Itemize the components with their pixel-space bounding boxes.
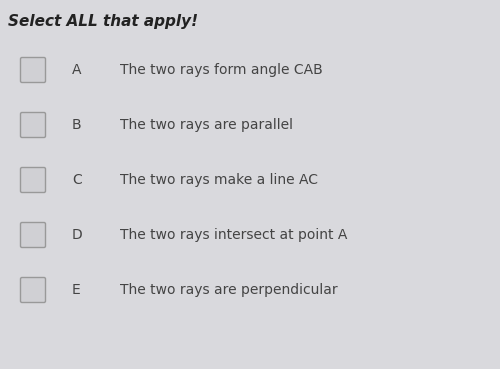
FancyBboxPatch shape (20, 113, 46, 138)
Text: The two rays make a line AC: The two rays make a line AC (120, 173, 318, 187)
Text: E: E (72, 283, 81, 297)
Text: The two rays are parallel: The two rays are parallel (120, 118, 293, 132)
FancyBboxPatch shape (20, 223, 46, 248)
Text: B: B (72, 118, 82, 132)
Text: D: D (72, 228, 83, 242)
Text: The two rays are perpendicular: The two rays are perpendicular (120, 283, 338, 297)
Text: C: C (72, 173, 82, 187)
Text: The two rays form angle CAB: The two rays form angle CAB (120, 63, 323, 77)
Text: The two rays intersect at point A: The two rays intersect at point A (120, 228, 348, 242)
Text: Select ALL that apply!: Select ALL that apply! (8, 14, 198, 29)
Text: A: A (72, 63, 82, 77)
FancyBboxPatch shape (20, 168, 46, 193)
FancyBboxPatch shape (20, 58, 46, 83)
FancyBboxPatch shape (20, 277, 46, 303)
